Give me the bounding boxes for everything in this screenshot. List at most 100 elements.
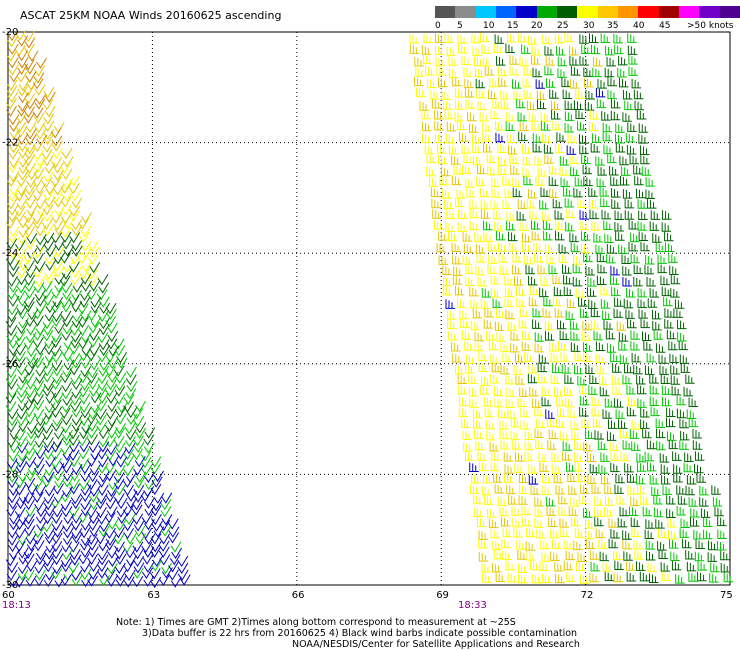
wind-barb [105, 436, 117, 448]
wind-barb [150, 546, 162, 558]
wind-barb [588, 187, 598, 197]
wind-barb [586, 452, 597, 463]
wind-barb [33, 315, 44, 327]
wind-barb [24, 162, 36, 175]
wind-barb [642, 331, 652, 341]
wind-barb [614, 484, 624, 494]
wind-barb [596, 177, 607, 188]
wind-barb [33, 457, 45, 469]
wind-barb [90, 316, 102, 328]
wind-barb [488, 89, 498, 100]
wind-barb [476, 164, 487, 175]
wind-barb [53, 196, 65, 208]
wind-barb [35, 569, 46, 581]
wind-barb [634, 100, 645, 111]
wind-barb [33, 72, 45, 84]
wind-barb [686, 561, 697, 572]
wind-barb [70, 274, 82, 286]
wind-barb [609, 275, 620, 285]
wind-barb [630, 253, 641, 264]
wind-barb [7, 492, 19, 504]
wind-barb [71, 569, 83, 581]
wind-barb [104, 420, 116, 433]
wind-barb [23, 30, 35, 43]
wind-barb [610, 451, 621, 462]
wind-barb [25, 238, 37, 250]
wind-barb [692, 440, 703, 450]
wind-barb [445, 299, 456, 309]
wind-barb [99, 344, 111, 357]
wind-barb [114, 548, 126, 560]
wind-barb [487, 508, 497, 518]
wind-barb [135, 532, 147, 545]
wind-barb [605, 496, 615, 506]
wind-barb [34, 122, 46, 134]
wind-barb [26, 79, 38, 91]
wind-barb [564, 100, 575, 110]
wind-barb [409, 44, 420, 54]
wind-barb [470, 298, 480, 309]
legend-labels: 0 5 10 15 20 25 30 35 40 45 >50 knots [435, 21, 740, 33]
wind-barb [8, 540, 20, 553]
lat-label: -26 [2, 359, 18, 370]
wind-barb [605, 45, 615, 56]
wind-barb [26, 346, 38, 358]
wind-barb [542, 308, 553, 318]
wind-barb [168, 532, 180, 544]
wind-barb [52, 415, 64, 427]
wind-barb [86, 350, 98, 362]
wind-barb [644, 365, 655, 375]
wind-barb [105, 491, 117, 503]
wind-barb [6, 79, 18, 91]
wind-barb [7, 476, 19, 489]
wind-barb [79, 441, 91, 453]
wind-barb [550, 551, 560, 562]
wind-barb [563, 187, 573, 197]
wind-barb [505, 121, 516, 132]
wind-barb [619, 175, 630, 186]
wind-barb [575, 109, 585, 120]
legend-label: 10 [483, 21, 495, 31]
wind-barb [485, 419, 496, 430]
wind-barb [553, 286, 564, 297]
wind-barb [32, 491, 44, 503]
wind-barb [33, 267, 44, 279]
wind-barb [630, 341, 640, 351]
wind-barb [538, 373, 548, 384]
wind-barb [564, 111, 575, 121]
wind-barb [9, 142, 21, 154]
wind-barb [673, 308, 683, 318]
wind-barb [535, 79, 546, 89]
wind-barb [24, 443, 36, 455]
wind-barb [25, 456, 37, 469]
wind-barb [496, 230, 506, 241]
wind-barb [463, 67, 473, 77]
wind-barb [45, 541, 57, 554]
wind-barb [526, 551, 536, 561]
wind-barb [5, 98, 17, 110]
wind-barb [589, 199, 599, 209]
wind-barb [494, 34, 505, 44]
wind-barb [144, 427, 156, 439]
wind-barb [563, 560, 574, 571]
wind-barb [570, 166, 580, 177]
wind-barb [467, 111, 477, 122]
wind-barb [590, 143, 601, 153]
wind-barb [540, 112, 551, 122]
wind-barb [629, 506, 639, 516]
wind-barb [114, 345, 126, 357]
wind-barb [71, 532, 83, 544]
wind-barb [113, 365, 125, 377]
wind-barb [113, 435, 125, 448]
wind-barb [603, 144, 613, 155]
wind-barb [6, 238, 18, 250]
wind-barb [574, 528, 585, 538]
wind-barb [636, 375, 646, 385]
wind-barb [42, 99, 54, 111]
wind-barb [500, 342, 510, 353]
wind-barb [675, 574, 685, 584]
wind-barb [591, 406, 602, 417]
wind-barb [661, 286, 672, 297]
wind-barb [633, 276, 643, 287]
wind-barb [583, 342, 593, 352]
